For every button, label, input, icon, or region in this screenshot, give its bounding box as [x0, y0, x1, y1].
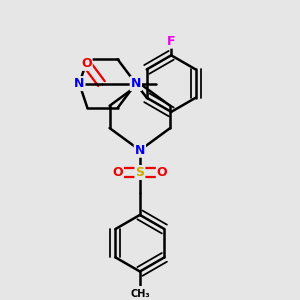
Text: F: F: [167, 35, 176, 48]
Text: CH₃: CH₃: [130, 289, 150, 299]
Text: O: O: [81, 57, 92, 70]
Text: O: O: [112, 166, 123, 179]
Text: S: S: [135, 166, 144, 179]
Text: N: N: [135, 144, 145, 157]
Text: O: O: [157, 166, 167, 179]
Text: N: N: [74, 77, 85, 90]
Text: N: N: [131, 77, 141, 90]
